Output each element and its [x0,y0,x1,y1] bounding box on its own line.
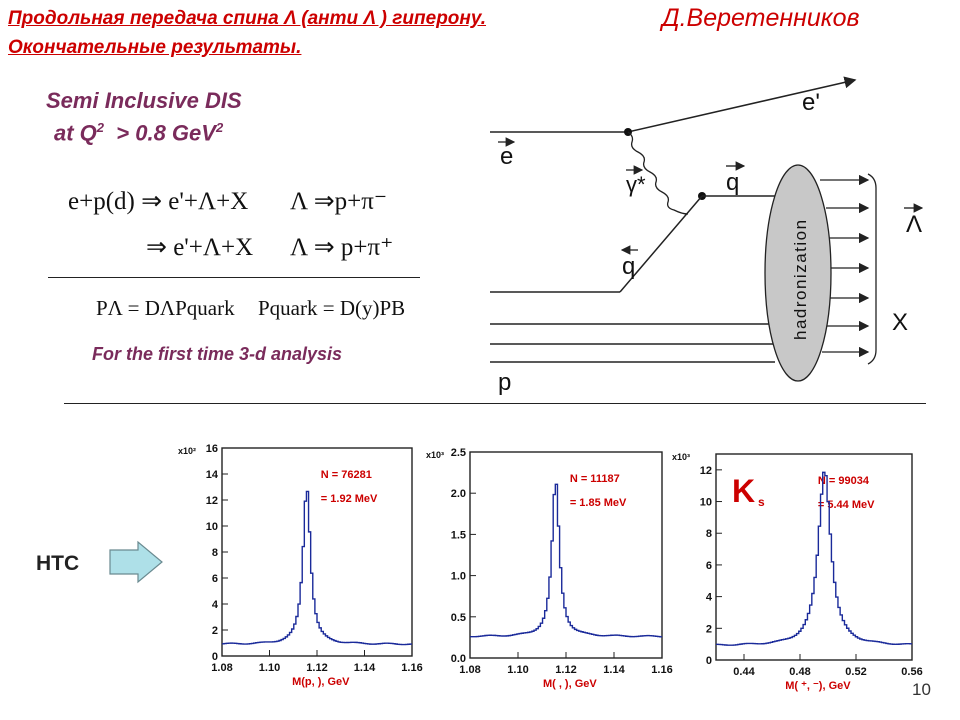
htc-arrow-shape [109,540,163,584]
equation-2-rhs: Λ ⇒ p+π⁺ [290,234,394,261]
equation-3a: PΛ = DΛPquark [96,296,235,320]
histogram-1: 1.08 1.10 1.12 1.14 1.16 0 2 4 6 8 10 12 14 16 x10² M(p… [178,443,423,688]
q2-prefix: at Q [54,120,97,146]
y-tick-label: 1.5 [451,529,466,541]
author: Д.Веретенников [662,4,860,32]
y-tick-label: 2 [212,625,218,637]
y-tick-label: 12 [206,495,218,507]
y-tick-label: 2 [706,623,712,635]
quark-in-diagonal [619,195,703,293]
y-scale-label: x10³ [426,450,444,460]
page-number: 10 [912,680,931,699]
big-label-sub: s [758,495,765,509]
y-tick-label: 16 [206,443,218,455]
y-tick-label: 0.0 [451,653,466,665]
label-e-out: e' [802,89,820,116]
hadronization-blob [764,164,832,382]
q2-exp: 2 [96,120,105,135]
title-line-2: Окончательные результаты. [8,37,302,58]
htc-arrow [109,540,163,584]
hadronization-label: hadronization [791,218,810,340]
annotation: N = 99034 [818,475,870,487]
x-tick-label: 1.10 [507,664,528,676]
x-tick-label: 1.16 [401,662,422,674]
equation-3b: Pquark = D(y)PB [258,296,406,320]
x-tick-label: 1.08 [211,662,232,674]
label-lambda: Λ [906,211,922,238]
y-tick-label: 2.0 [451,488,466,500]
label-proton: p [498,369,511,396]
htc-label: HTC [36,552,80,575]
y-tick-label: 4 [212,599,219,611]
histogram-3: 0.44 0.48 0.52 0.56 0 2 4 6 8 10 12 x10³ M( ⁺, ⁻), G… [672,452,923,692]
label-e-in: e [500,143,513,170]
sidis-diagram: hadronization e e' γ* q q Λ X p [490,76,924,396]
electron-out-line [627,76,857,133]
annotation: N = 11187 [570,473,620,485]
x-axis-label: M( , ), GeV [543,678,597,690]
label-photon: γ* [626,172,646,197]
sidis-heading: Semi Inclusive DIS [46,88,242,113]
y-tick-label: 2.5 [451,447,466,459]
equation-divider [48,277,420,278]
y-scale-label: x10³ [672,452,690,462]
y-tick-label: 1.0 [451,571,466,583]
y-tick-label: 0 [212,651,218,663]
photon-line [627,131,689,215]
x-bracket [867,173,877,365]
y-scale-label: x10² [178,446,196,456]
histogram-line [222,490,412,646]
annotation: = 1.92 MeV [321,493,378,505]
x-tick-label: 1.10 [259,662,280,674]
label-x: X [892,309,908,336]
equation-1-lhs: e+p(d) ⇒ e'+Λ+X [68,188,249,215]
y-tick-label: 10 [206,521,218,533]
x-axis-label: M( ⁺, ⁻), GeV [785,680,851,692]
first-time-note: For the first time 3-d analysis [92,344,343,364]
x-tick-label: 1.14 [354,662,376,674]
label-quark-out: q [726,169,739,196]
histogram-line [470,483,662,638]
y-tick-label: 12 [700,465,712,477]
y-tick-label: 0 [706,655,712,667]
y-tick-label: 6 [212,573,218,585]
y-tick-label: 8 [212,547,218,559]
histogram-frame [221,447,413,657]
x-tick-label: 0.44 [733,666,755,678]
y-tick-label: 10 [700,497,712,509]
x-tick-label: 0.52 [845,666,866,678]
section-divider [64,403,926,404]
histogram-frame [469,451,663,659]
x-tick-label: 0.56 [901,666,922,678]
x-tick-label: 1.14 [603,664,625,676]
title-line-1: Продольная передача спина Λ (анти Λ ) ги… [8,8,487,29]
annotation: = 5.44 MeV [818,499,875,511]
histogram-line [716,471,912,646]
annotation: N = 76281 [321,469,372,481]
x-tick-label: 0.48 [789,666,810,678]
y-tick-label: 0.5 [451,612,466,624]
label-quark-in: q [622,253,635,280]
x-axis-label: M(p, ), GeV [292,676,350,688]
y-tick-label: 6 [706,560,712,572]
q2-mid: > 0.8 GeV [104,120,216,146]
histogram-2: 1.08 1.10 1.12 1.14 1.16 0.0 0.5 1.0 1.5 2.0 2.5 x1… [426,447,673,690]
y-tick-label: 4 [706,592,713,604]
q2-condition: at Q2 > 0.8 GeV2 [54,120,223,146]
histogram-frame [715,453,913,661]
x-tick-label: 1.16 [651,664,672,676]
equation-1-rhs: Λ ⇒p+π⁻ [290,188,388,215]
q2-exp2: 2 [215,120,224,135]
x-tick-label: 1.12 [555,664,576,676]
annotation: = 1.85 MeV [570,497,627,509]
x-tick-label: 1.08 [459,664,480,676]
x-tick-label: 1.12 [306,662,327,674]
y-tick-label: 8 [706,528,712,540]
y-tick-label: 14 [206,469,219,481]
equation-2-lhs: ⇒ e'+Λ+X [146,234,254,261]
big-label: K [732,473,755,509]
